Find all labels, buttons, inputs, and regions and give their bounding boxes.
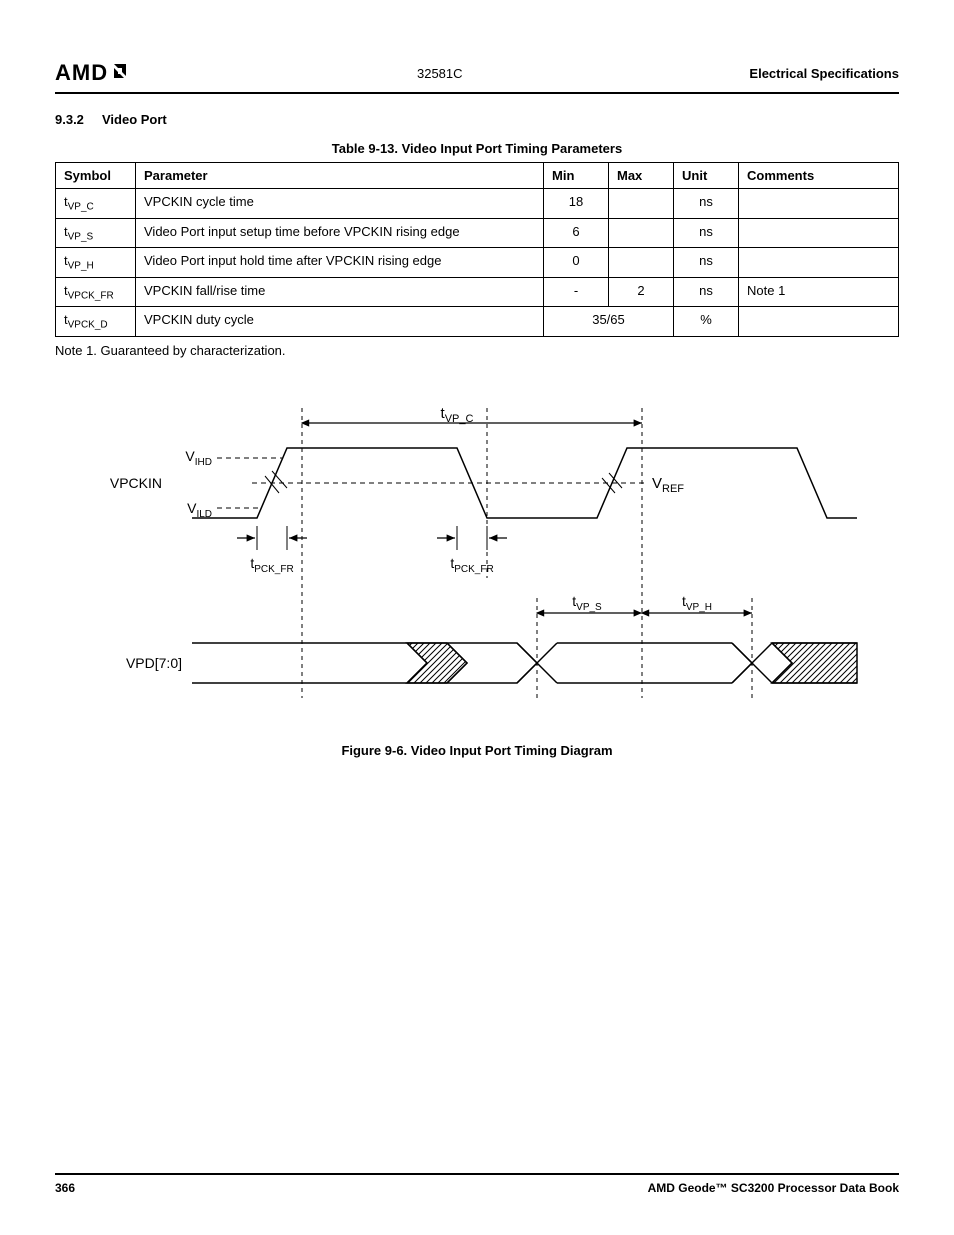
th-max: Max xyxy=(609,163,674,189)
th-parameter: Parameter xyxy=(136,163,544,189)
amd-logo: AMD xyxy=(55,60,130,86)
cell-min: 6 xyxy=(544,218,609,248)
cell-parameter: VPCKIN fall/rise time xyxy=(136,277,544,307)
logo-arrow-icon xyxy=(110,60,130,86)
book-title: AMD Geode™ SC3200 Processor Data Book xyxy=(648,1181,899,1195)
lbl-vild-sub: ILD xyxy=(196,509,212,520)
lbl-tvpc-sub: VP_C xyxy=(445,413,474,425)
table-note: Note 1. Guaranteed by characterization. xyxy=(55,343,899,358)
svg-text:VREF: VREF xyxy=(652,475,684,495)
cell-symbol: tVP_C xyxy=(56,189,136,219)
table-row: tVP_CVPCKIN cycle time18 ns xyxy=(56,189,899,219)
th-min: Min xyxy=(544,163,609,189)
cell-comments xyxy=(739,189,899,219)
lbl-tvph-sub: VP_H xyxy=(686,602,712,613)
cell-comments xyxy=(739,307,899,337)
timing-table: Symbol Parameter Min Max Unit Comments t… xyxy=(55,162,899,337)
table-row: tVP_HVideo Port input hold time after VP… xyxy=(56,248,899,278)
logo-text: AMD xyxy=(55,60,108,86)
figure-caption: Figure 9-6. Video Input Port Timing Diag… xyxy=(55,743,899,758)
th-comments: Comments xyxy=(739,163,899,189)
th-unit: Unit xyxy=(674,163,739,189)
cell-min: - xyxy=(544,277,609,307)
lbl-vihd-sub: IHD xyxy=(195,457,212,468)
lbl-tpckfr2-sub: PCK_FR xyxy=(454,564,493,575)
cell-unit: ns xyxy=(674,277,739,307)
cell-unit: ns xyxy=(674,189,739,219)
table-row: tVP_SVideo Port input setup time before … xyxy=(56,218,899,248)
svg-text:tVP_C: tVP_C xyxy=(441,405,474,425)
table-row: tVPCK_DVPCKIN duty cycle35/65% xyxy=(56,307,899,337)
cell-max xyxy=(609,248,674,278)
cell-parameter: Video Port input setup time before VPCKI… xyxy=(136,218,544,248)
lbl-tpckfr1-sub: PCK_FR xyxy=(254,564,293,575)
cell-max: 2 xyxy=(609,277,674,307)
cell-max xyxy=(609,189,674,219)
doc-code: 32581C xyxy=(417,66,463,81)
svg-text:tVP_S: tVP_S xyxy=(572,593,602,613)
cell-max xyxy=(609,218,674,248)
lbl-vpd: VPD[7:0] xyxy=(126,655,182,671)
subsection-number: 9.3.2 xyxy=(55,112,84,127)
svg-text:VILD: VILD xyxy=(187,500,212,520)
table-row: tVPCK_FRVPCKIN fall/rise time-2nsNote 1 xyxy=(56,277,899,307)
svg-text:VIHD: VIHD xyxy=(185,448,212,468)
lbl-vpckin: VPCKIN xyxy=(110,475,162,491)
cell-symbol: tVPCK_D xyxy=(56,307,136,337)
cell-comments: Note 1 xyxy=(739,277,899,307)
cell-symbol: tVP_H xyxy=(56,248,136,278)
cell-min: 18 xyxy=(544,189,609,219)
cell-unit: ns xyxy=(674,248,739,278)
subsection-title: Video Port xyxy=(102,112,167,127)
subsection-heading: 9.3.2 Video Port xyxy=(55,112,899,127)
cell-unit: ns xyxy=(674,218,739,248)
page-header: AMD 32581C Electrical Specifications xyxy=(55,60,899,94)
svg-text:tPCK_FR: tPCK_FR xyxy=(450,555,493,575)
timing-diagram: tVP_C VREF VIHD VILD VPCKIN tPCK_FR tPCK… xyxy=(55,398,899,758)
page-footer: 366 AMD Geode™ SC3200 Processor Data Boo… xyxy=(55,1173,899,1195)
table-caption: Table 9-13. Video Input Port Timing Para… xyxy=(55,141,899,156)
section-label: Electrical Specifications xyxy=(749,66,899,81)
cell-symbol: tVP_S xyxy=(56,218,136,248)
cell-min: 0 xyxy=(544,248,609,278)
lbl-tvps-sub: VP_S xyxy=(576,602,602,613)
th-symbol: Symbol xyxy=(56,163,136,189)
page-number: 366 xyxy=(55,1181,75,1195)
cell-parameter: VPCKIN duty cycle xyxy=(136,307,544,337)
cell-parameter: VPCKIN cycle time xyxy=(136,189,544,219)
svg-text:tVP_H: tVP_H xyxy=(682,593,712,613)
lbl-vref-pre: V xyxy=(652,475,662,492)
cell-comments xyxy=(739,248,899,278)
svg-text:tPCK_FR: tPCK_FR xyxy=(250,555,293,575)
cell-min-max: 35/65 xyxy=(544,307,674,337)
cell-comments xyxy=(739,218,899,248)
cell-symbol: tVPCK_FR xyxy=(56,277,136,307)
lbl-vref-sub: REF xyxy=(662,483,684,495)
cell-unit: % xyxy=(674,307,739,337)
cell-parameter: Video Port input hold time after VPCKIN … xyxy=(136,248,544,278)
